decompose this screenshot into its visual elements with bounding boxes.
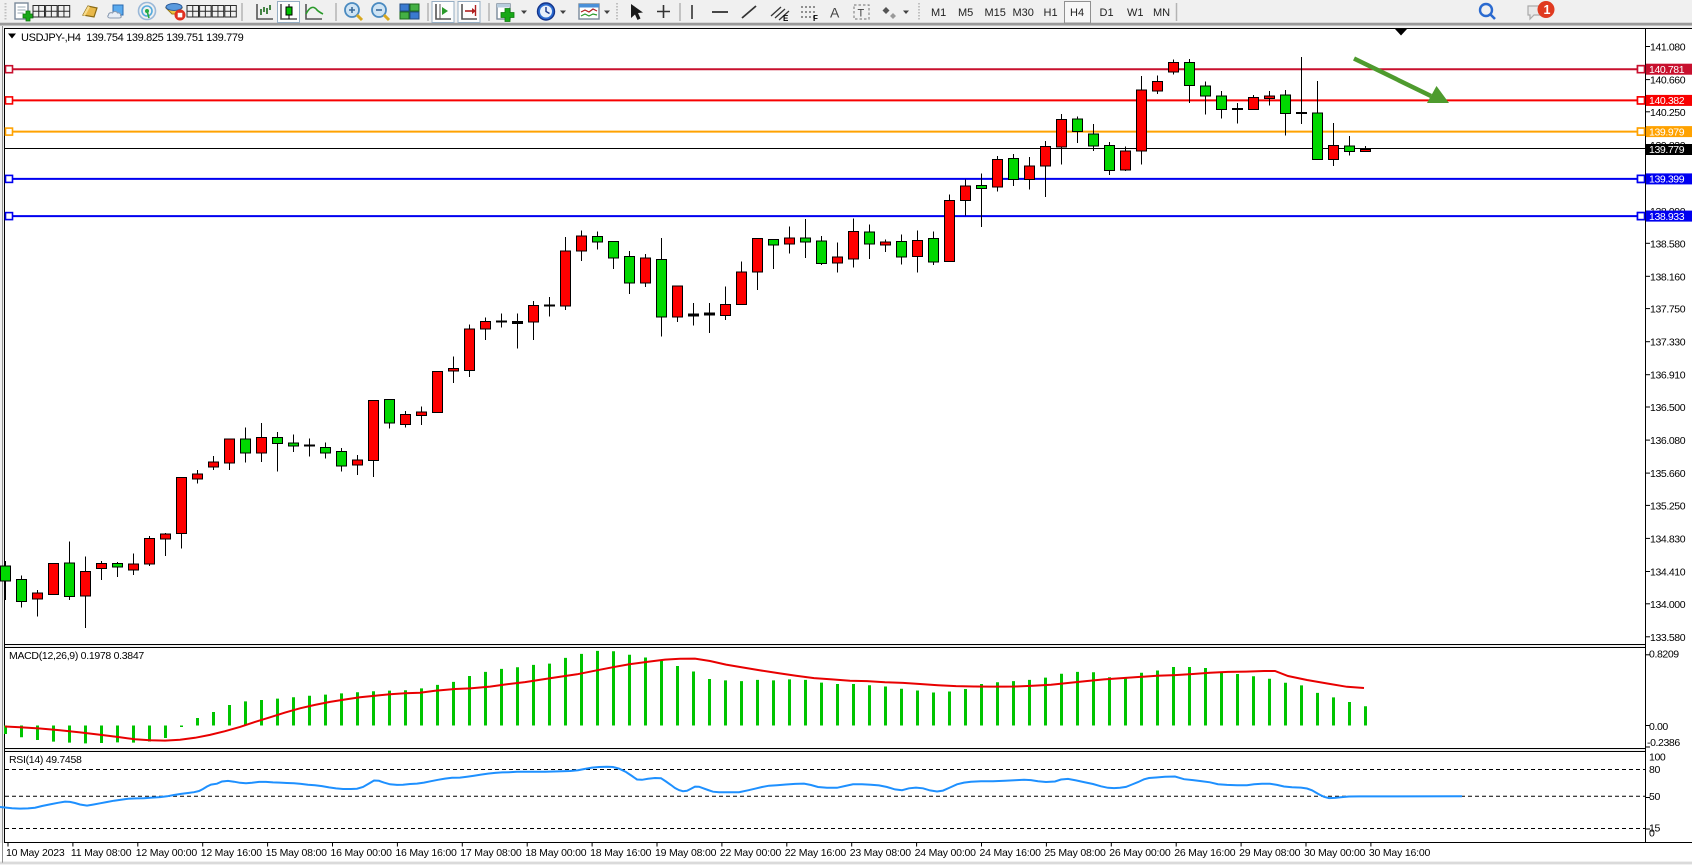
svg-text:133.580: 133.580 (1650, 632, 1686, 644)
svg-text:135.250: 135.250 (1650, 500, 1686, 512)
svg-text:141.080: 141.080 (1650, 42, 1686, 54)
svg-text:140.250: 140.250 (1650, 107, 1686, 119)
svg-text:M30: M30 (1013, 7, 1034, 19)
svg-text:E: E (783, 14, 789, 23)
svg-text:T: T (858, 8, 865, 20)
svg-text:1: 1 (1544, 3, 1551, 17)
svg-text:11 May 08:00: 11 May 08:00 (71, 847, 132, 859)
svg-text:15: 15 (1649, 823, 1660, 835)
svg-text:16 May 00:00: 16 May 00:00 (331, 847, 393, 859)
svg-text:RSI(14) 49.7458: RSI(14) 49.7458 (9, 754, 82, 766)
svg-text:19 May 08:00: 19 May 08:00 (655, 847, 717, 859)
svg-text:138.933: 138.933 (1649, 211, 1685, 223)
svg-text:30 May 00:00: 30 May 00:00 (1304, 847, 1366, 859)
svg-text:140.781: 140.781 (1649, 64, 1685, 76)
svg-text:18 May 16:00: 18 May 16:00 (590, 847, 652, 859)
svg-text:138.160: 138.160 (1650, 271, 1686, 283)
svg-text:M5: M5 (958, 7, 973, 19)
svg-text:0.00: 0.00 (1649, 721, 1668, 733)
svg-text:139.779: 139.779 (1649, 144, 1685, 156)
svg-text:0.8209: 0.8209 (1649, 649, 1679, 661)
svg-text:134.410: 134.410 (1650, 567, 1686, 579)
svg-text:M15: M15 (985, 7, 1006, 19)
svg-text:23 May 08:00: 23 May 08:00 (850, 847, 912, 859)
svg-text:135.660: 135.660 (1650, 468, 1686, 480)
svg-text:-0.2386: -0.2386 (1647, 737, 1680, 749)
svg-text:26 May 00:00: 26 May 00:00 (1109, 847, 1171, 859)
svg-text:MN: MN (1153, 7, 1170, 19)
svg-text:24 May 00:00: 24 May 00:00 (915, 847, 977, 859)
svg-text:A: A (830, 5, 840, 21)
svg-text:H1: H1 (1044, 7, 1058, 19)
svg-text:136.500: 136.500 (1650, 402, 1686, 414)
svg-text:139.979: 139.979 (1649, 126, 1685, 138)
svg-text:12 May 00:00: 12 May 00:00 (136, 847, 198, 859)
svg-text:16 May 16:00: 16 May 16:00 (395, 847, 457, 859)
svg-text:138.580: 138.580 (1650, 238, 1686, 250)
svg-text:134.830: 134.830 (1650, 533, 1686, 545)
svg-text:M1: M1 (931, 7, 946, 19)
svg-text:22 May 16:00: 22 May 16:00 (785, 847, 847, 859)
svg-text:137.330: 137.330 (1650, 337, 1686, 349)
svg-text:22 May 00:00: 22 May 00:00 (720, 847, 782, 859)
svg-text:24 May 16:00: 24 May 16:00 (980, 847, 1042, 859)
svg-text:139.399: 139.399 (1649, 174, 1685, 186)
svg-text:W1: W1 (1127, 7, 1144, 19)
svg-text:50: 50 (1649, 791, 1660, 803)
svg-text:136.910: 136.910 (1650, 370, 1686, 382)
svg-text:D1: D1 (1100, 7, 1114, 19)
svg-text:15 May 08:00: 15 May 08:00 (266, 847, 328, 859)
svg-text:F: F (813, 14, 818, 23)
svg-text:0: 0 (1649, 828, 1655, 840)
svg-text:10 May 2023: 10 May 2023 (6, 847, 65, 859)
svg-text:17 May 08:00: 17 May 08:00 (460, 847, 522, 859)
svg-text:29 May 08:00: 29 May 08:00 (1239, 847, 1301, 859)
svg-text:100: 100 (1649, 752, 1666, 764)
svg-text:80: 80 (1649, 764, 1660, 776)
svg-text:MACD(12,26,9) 0.1978 0.3847: MACD(12,26,9) 0.1978 0.3847 (9, 650, 144, 662)
svg-text:137.750: 137.750 (1650, 304, 1686, 316)
svg-text:18 May 00:00: 18 May 00:00 (525, 847, 587, 859)
svg-text:140.382: 140.382 (1649, 95, 1685, 107)
svg-text:H4: H4 (1070, 7, 1084, 19)
svg-text:12 May 16:00: 12 May 16:00 (201, 847, 263, 859)
svg-text:30 May 16:00: 30 May 16:00 (1369, 847, 1431, 859)
svg-text:25 May 08:00: 25 May 08:00 (1044, 847, 1106, 859)
svg-text:134.000: 134.000 (1650, 599, 1686, 611)
svg-text:USDJPY-,H4 139.754 139.825 13: USDJPY-,H4 139.754 139.825 139.751 139.7… (21, 32, 244, 44)
svg-text:140.660: 140.660 (1650, 75, 1686, 87)
svg-text:26 May 16:00: 26 May 16:00 (1174, 847, 1236, 859)
svg-text:136.080: 136.080 (1650, 435, 1686, 447)
